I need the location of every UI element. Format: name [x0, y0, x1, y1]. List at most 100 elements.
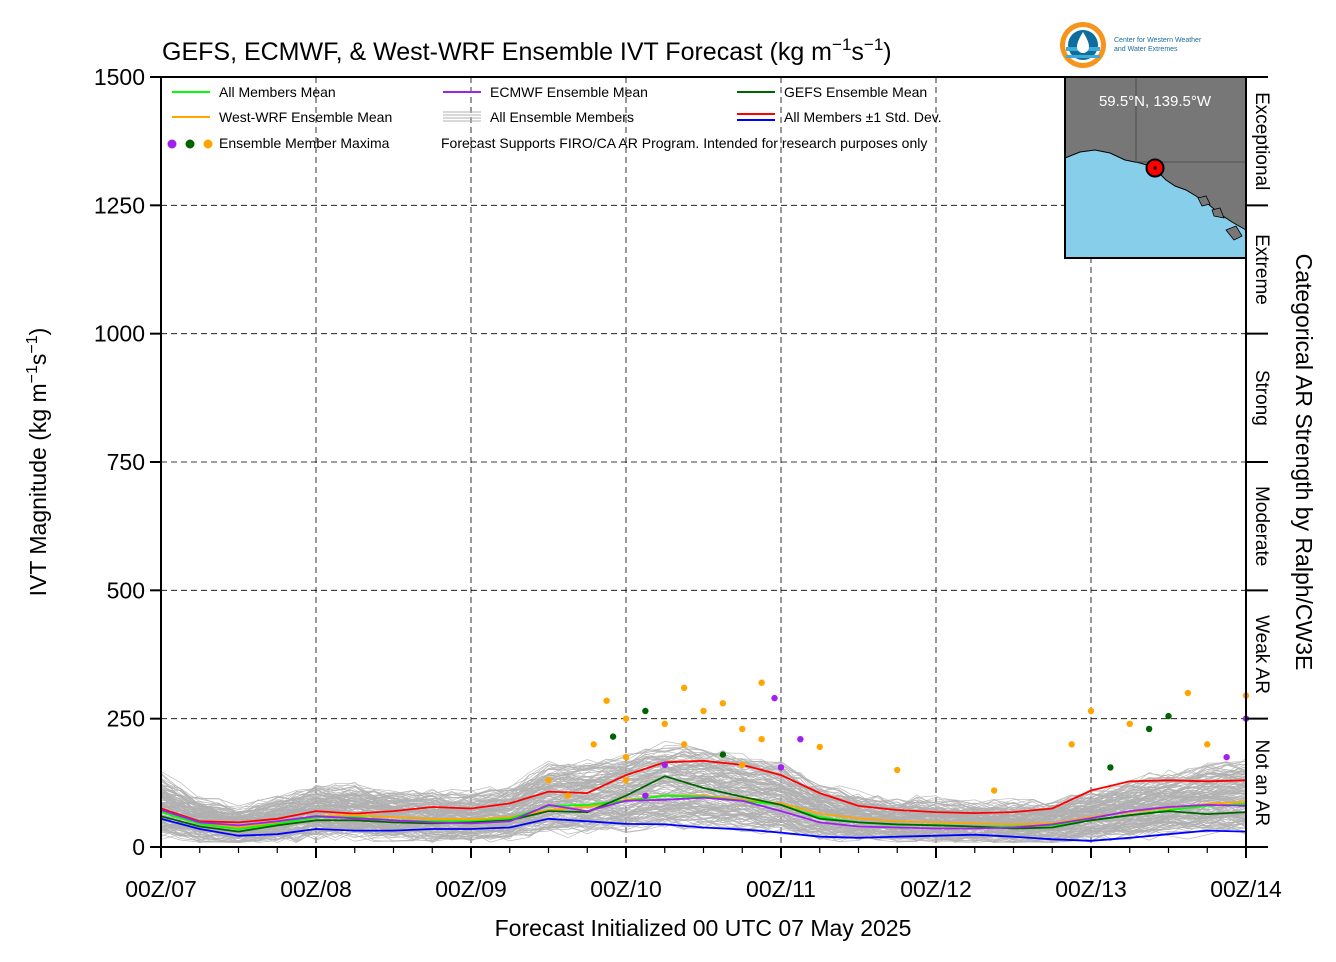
ensemble-member-line: [160, 819, 1247, 843]
y-tick-label: 500: [107, 577, 145, 603]
member-maximum-dot: [797, 736, 804, 743]
member-maximum-dot: [739, 725, 746, 733]
y-tick-label: 1500: [94, 64, 145, 90]
member-maximum-dot: [1145, 725, 1153, 733]
x-tick-label: 00Z/09: [435, 876, 507, 902]
ar-category-label: Strong: [1251, 370, 1272, 426]
legend-members-swatch: [443, 111, 481, 122]
series-lines: [160, 759, 1247, 842]
ensemble-member-line: [160, 801, 1247, 839]
member-maximum-dot: [1087, 707, 1095, 715]
member-maximum-dot: [609, 733, 617, 740]
legend-westwrf-mean: West-WRF Ensemble Mean: [219, 109, 392, 125]
series-line-2: [160, 775, 1247, 833]
ensemble-member-line: [160, 744, 1247, 810]
member-maximum-dot: [1165, 712, 1172, 720]
chart-title: GEFS, ECMWF, & West-WRF Ensemble IVT For…: [162, 35, 892, 66]
legend-member-maxima: Ensemble Member Maxima: [219, 135, 390, 151]
x-tick-label: 00Z/13: [1055, 876, 1127, 902]
y-axis-label: IVT Magnitude (kg m−1s−1): [24, 328, 51, 597]
ensemble-member-line: [160, 767, 1247, 826]
member-maximum-dot: [545, 777, 552, 784]
y-tick-label: 250: [107, 706, 145, 732]
member-maximum-dot: [719, 700, 727, 707]
ensemble-member-line: [160, 807, 1247, 839]
member-maximum-dot: [1184, 689, 1192, 697]
ar-category-label: Weak AR: [1251, 615, 1272, 694]
ensemble-member-line: [160, 765, 1247, 821]
member-maximum-dot: [680, 741, 688, 748]
ensemble-member-line: [160, 768, 1247, 825]
ensemble-member-line: [160, 772, 1247, 826]
legend: All Members Mean ECMWF Ensemble Mean GEF…: [167, 84, 942, 151]
ensemble-member-line: [160, 751, 1247, 816]
member-maximum-dot: [719, 751, 727, 758]
legend-std-dev: All Members ±1 Std. Dev.: [784, 109, 942, 125]
y-tick-label: 750: [107, 449, 145, 475]
ar-category-label: Extreme: [1251, 234, 1272, 305]
ensemble-member-line: [160, 759, 1247, 820]
ensemble-member-line: [160, 746, 1247, 811]
member-maximum-dot: [590, 741, 597, 748]
y-tick-label: 1250: [94, 192, 145, 218]
ar-category-label: Moderate: [1251, 486, 1272, 566]
ar-category-label: Exceptional: [1251, 92, 1272, 190]
x-tick-label: 00Z/11: [746, 876, 816, 902]
member-maximum-dot: [1204, 741, 1211, 748]
member-maximum-dot: [758, 679, 765, 686]
member-maximum-dot: [661, 720, 668, 727]
member-maximum-dot: [642, 707, 649, 715]
member-maximum-dot: [1126, 720, 1133, 727]
member-maximum-dot: [700, 707, 707, 715]
series-line-3: [160, 794, 1247, 829]
x-tick-label: 00Z/14: [1210, 876, 1282, 902]
member-maximum-dot: [1107, 764, 1114, 771]
logo-text-line1: Center for Western Weather: [1114, 37, 1202, 44]
member-maximum-dot: [1223, 753, 1230, 761]
member-maximum-dot: [564, 792, 572, 799]
member-maximum-dot: [622, 715, 630, 722]
ensemble-member-line: [160, 751, 1247, 815]
member-maximum-dot: [661, 761, 668, 769]
y-tick-label: 1000: [94, 321, 145, 347]
legend-all-members: All Ensemble Members: [490, 109, 634, 125]
member-maximum-dot: [894, 766, 901, 774]
x-axis-label: Forecast Initialized 00 UTC 07 May 2025: [495, 915, 912, 941]
ensemble-member-line: [160, 761, 1247, 821]
inset-map: 59.5°N, 139.5°W: [1064, 76, 1247, 259]
legend-all-members-mean: All Members Mean: [219, 84, 336, 100]
member-maxima: [545, 679, 1250, 799]
water-drop-icon: [1077, 32, 1089, 53]
x-tick-label: 00Z/07: [125, 876, 197, 902]
member-maximum-dot: [622, 777, 630, 784]
x-tick-label: 00Z/08: [280, 876, 352, 902]
member-maximum-dot: [622, 753, 630, 761]
ensemble-member-line: [160, 754, 1247, 827]
series-line-4: [160, 759, 1247, 824]
legend-gefs-mean: GEFS Ensemble Mean: [784, 84, 927, 100]
member-maximum-dot: [1068, 741, 1075, 748]
ensemble-members: [160, 740, 1247, 844]
series-line-5: [160, 817, 1247, 842]
logo-text-line2: and Water Extremes: [1114, 46, 1178, 53]
right-axis-label: Categorical AR Strength by Ralph/CW3E: [1291, 254, 1317, 671]
member-maximum-dot: [816, 743, 823, 751]
x-tick-label: 00Z/10: [590, 876, 662, 902]
legend-note: Forecast Supports FIRO/CA AR Program. In…: [441, 135, 927, 151]
member-maximum-dot: [642, 792, 649, 799]
member-maximum-dot: [680, 684, 688, 692]
member-maximum-dot: [758, 736, 765, 743]
member-maximum-dot: [771, 694, 778, 702]
legend-ecmwf-mean: ECMWF Ensemble Mean: [490, 84, 648, 100]
y-tick-label: 0: [132, 834, 145, 860]
tick-labels: 0 250 500 750 1000 1250 1500 00Z/07 00Z/08 00Z/09…: [94, 64, 1282, 902]
x-tick-label: 00Z/12: [900, 876, 972, 902]
ensemble-member-line: [160, 753, 1247, 820]
ensemble-member-line: [160, 775, 1247, 826]
ensemble-member-line: [160, 802, 1247, 842]
member-maximum-dot: [777, 764, 785, 771]
member-maximum-dot: [739, 761, 746, 769]
member-maximum-dot: [990, 787, 998, 794]
cw3e-logo: Center for Western Weather and Water Ext…: [1060, 22, 1202, 68]
